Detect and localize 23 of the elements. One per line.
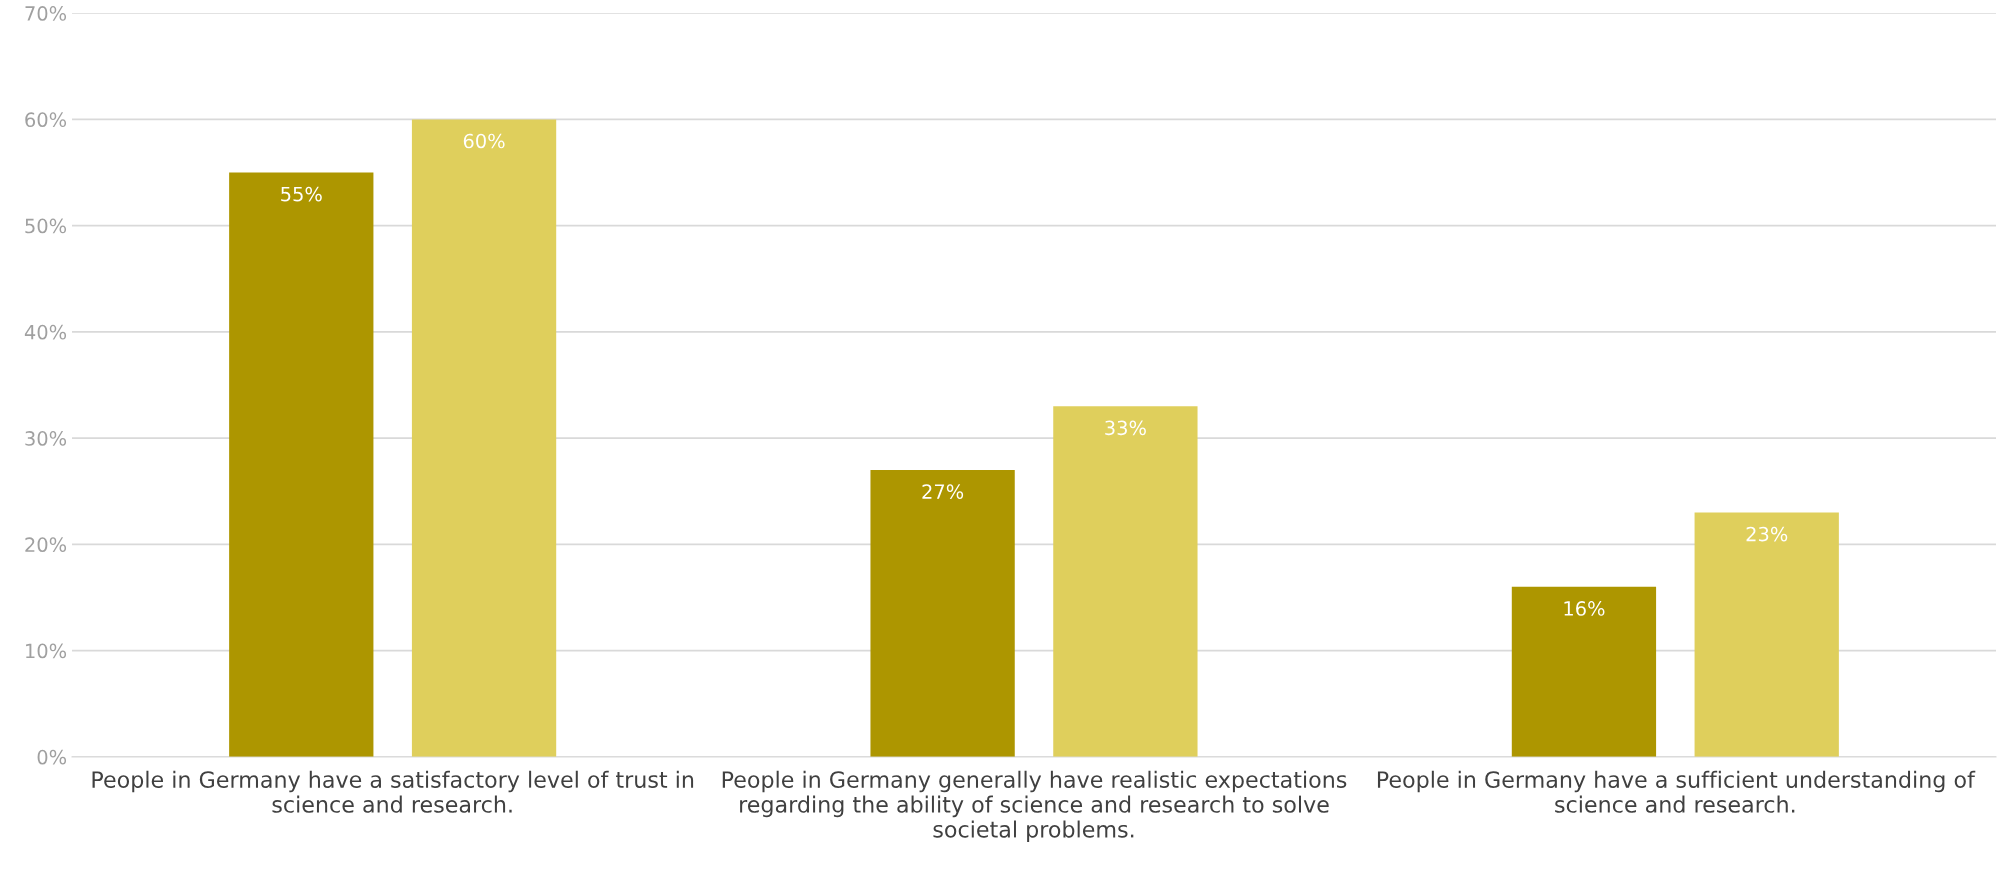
bar: [870, 470, 1015, 757]
bar: [229, 172, 374, 757]
y-tick-label: 50%: [25, 218, 67, 234]
x-tick-label: People in Germany generally have realistic expectations regarding the ability of science and research to solve societal problems.: [722, 770, 1347, 843]
y-tick-label: 40%: [24, 324, 67, 340]
y-tick-label: 60%: [25, 112, 67, 128]
x-tick-label: People in Germany have a sufficient understanding of science and research.: [1377, 770, 1976, 813]
bar: [1511, 586, 1657, 757]
data-label: 55%: [281, 186, 322, 202]
data-label: 60%: [463, 133, 505, 149]
bar: [1053, 406, 1198, 757]
bar: [411, 119, 557, 757]
data-label: 27%: [922, 484, 964, 499]
y-tick-label: 30%: [25, 431, 67, 446]
y-tick-label: 70%: [25, 6, 67, 21]
data-label: 23%: [1746, 526, 1788, 542]
x-tick-label: People in Germany have a satisfactory level of trust in science and research.: [92, 770, 694, 813]
y-tick-label: 0%: [37, 749, 67, 765]
bar: [1694, 512, 1839, 757]
y-tick-label: 20%: [25, 537, 67, 553]
data-label: 33%: [1105, 420, 1146, 436]
y-tick-label: 10%: [26, 643, 67, 659]
data-label: 16%: [1564, 601, 1605, 616]
